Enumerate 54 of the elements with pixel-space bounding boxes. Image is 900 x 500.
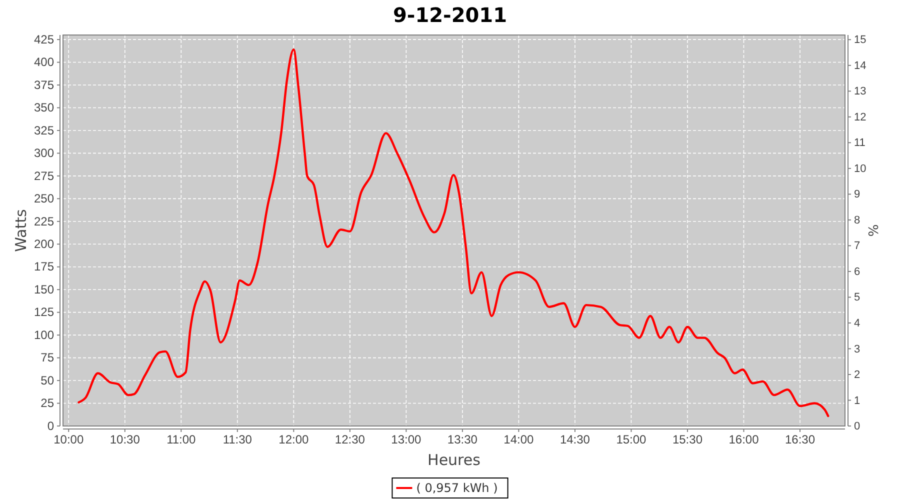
x-tick-label: 10:00	[54, 432, 84, 447]
y2-tick-label: 5	[854, 292, 860, 304]
y-tick-label: 400	[34, 55, 54, 70]
x-tick-label: 10:30	[110, 432, 140, 447]
x-tick-label: 16:30	[784, 432, 816, 447]
y-axis-title: Watts	[12, 209, 30, 252]
y2-tick-label: 7	[854, 240, 860, 252]
x-tick-label: 16:00	[728, 432, 760, 447]
y-tick-label: 325	[34, 123, 54, 138]
y2-tick-label: 12	[854, 111, 866, 124]
x-tick-label: 11:00	[166, 432, 196, 447]
x-tick-label: 14:00	[504, 432, 534, 447]
x-tick-label: 13:00	[391, 432, 422, 447]
y-tick-label: 75	[40, 350, 54, 365]
y2-tick-label: 2	[854, 369, 860, 382]
y2-tick-label: 3	[854, 343, 860, 356]
y-tick-label: 425	[34, 32, 54, 46]
x-tick-label: 15:30	[672, 432, 703, 447]
x-tick-label: 14:30	[560, 432, 590, 447]
chart-title: 9-12-2011	[392, 3, 508, 27]
y-tick-label: 350	[34, 100, 54, 115]
y-tick-label: 100	[34, 328, 54, 342]
x-tick-label: 12:30	[334, 432, 366, 447]
y2-tick-label: 9	[854, 188, 860, 201]
y2-tick-label: 10	[854, 162, 866, 175]
y2-tick-label: 4	[854, 317, 860, 330]
y-tick-label: 250	[34, 192, 54, 206]
y-tick-label: 275	[34, 168, 54, 183]
y2-axis-title: %	[867, 224, 882, 237]
y-tick-label: 125	[34, 305, 54, 320]
x-tick-label: 11:30	[222, 432, 252, 447]
x-axis-title: Heures	[428, 451, 481, 469]
x-tick-label: 13:30	[447, 432, 478, 447]
y2-tick-label: 13	[854, 86, 866, 98]
y-tick-label: 0	[47, 418, 54, 433]
y2-tick-label: 0	[854, 420, 860, 433]
x-tick-label: 15:00	[616, 432, 647, 447]
y2-tick-label: 1	[854, 394, 860, 407]
y-tick-label: 50	[40, 373, 54, 388]
y-tick-label: 175	[34, 260, 54, 274]
x-tick-label: 12:00	[278, 432, 309, 447]
y2-tick-label: 8	[854, 214, 860, 226]
legend-label: ( 0,957 kWh )	[416, 481, 498, 495]
y-tick-label: 200	[34, 236, 54, 251]
y-tick-label: 375	[34, 78, 54, 92]
y-tick-label: 300	[34, 146, 54, 160]
y-tick-label: 225	[34, 214, 54, 228]
y-tick-label: 150	[34, 282, 54, 296]
line-series	[78, 48, 830, 418]
y-tick-label: 25	[40, 396, 54, 410]
y2-tick-label: 11	[854, 137, 866, 150]
y2-tick-label: 14	[854, 60, 866, 72]
y2-tick-label: 15	[854, 34, 866, 46]
y2-tick-label: 6	[854, 266, 860, 278]
